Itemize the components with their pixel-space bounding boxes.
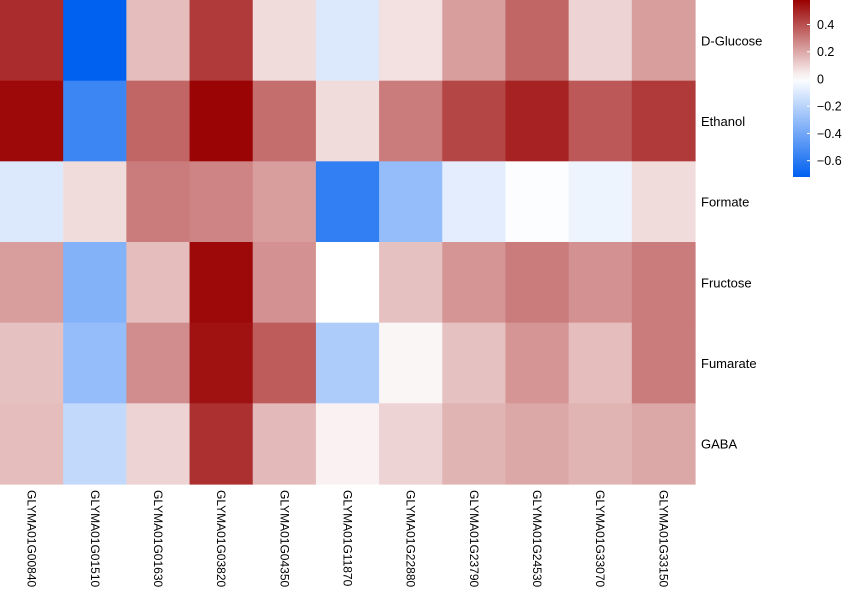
heatmap-cell	[126, 0, 191, 82]
heatmap-cell	[631, 242, 696, 324]
row-label: Fructose	[701, 275, 752, 290]
column-label: GLYMA01G33150	[656, 490, 670, 587]
heatmap-cell	[568, 322, 633, 404]
heatmap-cell	[315, 322, 380, 404]
heatmap-cell	[189, 242, 254, 324]
heatmap-cell	[252, 80, 317, 162]
heatmap-cell	[568, 403, 633, 485]
heatmap-cell	[631, 322, 696, 404]
legend-tick-label: 0	[817, 72, 824, 86]
heatmap-cell	[315, 403, 380, 485]
heatmap-cell	[315, 0, 380, 82]
row-label: Ethanol	[701, 114, 745, 129]
heatmap-cell	[63, 322, 127, 404]
column-label: GLYMA01G24530	[530, 490, 544, 587]
row-label: GABA	[701, 437, 737, 452]
heatmap-cell	[189, 80, 254, 162]
heatmap-cell	[505, 161, 570, 243]
legend-tick-label: −0.2	[817, 100, 842, 114]
heatmap-cell	[252, 403, 317, 485]
heatmap-cell	[505, 80, 570, 162]
legend-tick-label: 0.4	[817, 18, 834, 32]
heatmap-cell	[379, 80, 443, 162]
heatmap-cell	[505, 403, 570, 485]
heatmap-cell	[126, 80, 191, 162]
heatmap-cell	[442, 80, 507, 162]
heatmap-cell	[315, 161, 380, 243]
heatmap-cell	[379, 242, 443, 324]
legend-tick-label: 0.2	[817, 45, 834, 59]
heatmap-cell	[0, 403, 64, 485]
heatmap-cell	[568, 0, 633, 82]
heatmap-cell	[0, 322, 64, 404]
heatmap-cell	[0, 0, 64, 82]
heatmap-cell	[126, 322, 191, 404]
heatmap-cell	[252, 242, 317, 324]
heatmap-cell	[252, 161, 317, 243]
heatmap-cell	[63, 161, 127, 243]
heatmap-cell	[568, 161, 633, 243]
heatmap-cell	[631, 0, 696, 82]
heatmap-cell	[568, 80, 633, 162]
column-label: GLYMA01G01630	[151, 490, 165, 587]
heatmap-cell	[442, 322, 507, 404]
heatmap-cell	[379, 403, 443, 485]
legend-tick-label: −0.6	[817, 154, 842, 168]
heatmap-cell	[252, 0, 317, 82]
heatmap-cell	[0, 80, 64, 162]
heatmap-cell	[631, 403, 696, 485]
heatmap-cell	[442, 242, 507, 324]
row-label: Formate	[701, 195, 749, 210]
heatmap-cell	[63, 242, 127, 324]
heatmap-cell	[379, 322, 443, 404]
heatmap-cell	[315, 242, 380, 324]
heatmap-cell	[126, 161, 191, 243]
row-label: Fumarate	[701, 356, 757, 371]
heatmap-cell	[63, 80, 127, 162]
color-legend: 0.4 0.2 0 −0.2 −0.4 −0.6	[793, 0, 842, 177]
heatmap-cell	[189, 0, 254, 82]
row-labels: D-Glucose Ethanol Formate Fructose Fumarate G…	[701, 33, 762, 451]
column-labels: GLYMA01G00840 GLYMA01G01510 GLYMA01G01630 G…	[25, 490, 671, 587]
heatmap-cell	[505, 0, 570, 82]
heatmap-cell	[315, 80, 380, 162]
heatmap-cell	[442, 0, 507, 82]
row-label: D-Glucose	[701, 33, 762, 48]
heatmap-cell	[189, 322, 254, 404]
heatmap-cell	[505, 242, 570, 324]
heatmap-cell	[126, 403, 191, 485]
heatmap-cell	[631, 161, 696, 243]
heatmap-cell	[505, 322, 570, 404]
column-label: GLYMA01G00840	[25, 490, 39, 587]
color-legend-ticks: 0.4 0.2 0 −0.2 −0.4 −0.6	[807, 18, 842, 168]
heatmap-cell	[568, 242, 633, 324]
heatmap-cell	[0, 161, 64, 243]
column-label: GLYMA01G33070	[593, 490, 607, 587]
heatmap-cell	[126, 242, 191, 324]
column-label: GLYMA01G11870	[341, 490, 355, 587]
heatmap-cell	[631, 80, 696, 162]
heatmap-cell	[189, 161, 254, 243]
heatmap-cell	[63, 403, 127, 485]
heatmap-cell	[252, 322, 317, 404]
column-label: GLYMA01G01510	[88, 490, 102, 587]
heatmap-cells	[0, 0, 696, 485]
column-label: GLYMA01G22880	[404, 490, 418, 587]
heatmap-cell	[442, 403, 507, 485]
heatmap-cell	[189, 403, 254, 485]
heatmap-cell	[379, 0, 443, 82]
heatmap-cell	[0, 242, 64, 324]
column-label: GLYMA01G23790	[467, 490, 481, 587]
heatmap-cell	[63, 0, 127, 82]
column-label: GLYMA01G04350	[277, 490, 291, 587]
heatmap-cell	[442, 161, 507, 243]
color-legend-bar	[793, 0, 810, 177]
heatmap-cell	[379, 161, 443, 243]
column-label: GLYMA01G03820	[214, 490, 228, 587]
legend-tick-label: −0.4	[817, 127, 842, 141]
